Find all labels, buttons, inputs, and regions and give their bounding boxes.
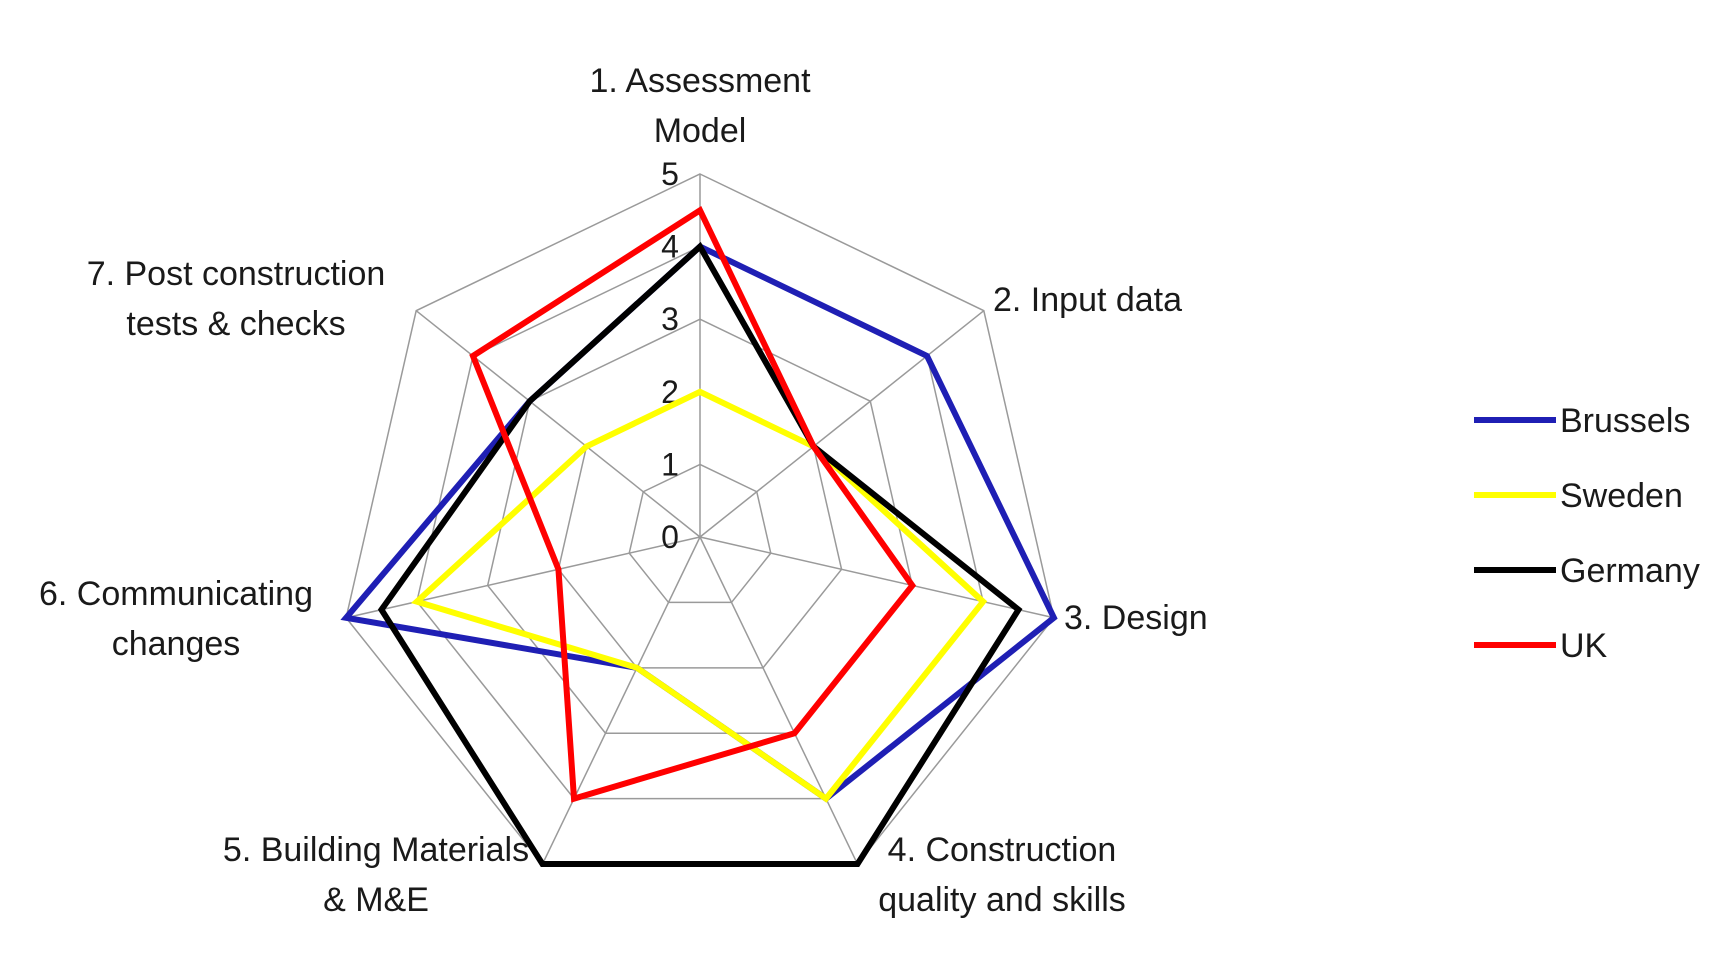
series-line-uk <box>469 205 917 803</box>
grid-spoke-3 <box>699 536 1055 619</box>
axis-label-4: 4. Construction quality and skills <box>878 831 1126 919</box>
r-tick-label: 5 <box>661 156 679 192</box>
grid-spoke-6 <box>345 536 701 619</box>
grid-ring-4 <box>416 245 984 800</box>
r-tick-label: 4 <box>661 229 679 265</box>
legend-label-germany: Germany <box>1560 552 1700 590</box>
axis-label-line: quality and skills <box>878 881 1126 919</box>
legend-label-sweden: Sweden <box>1560 477 1683 515</box>
axis-label-line: 4. Construction <box>888 831 1117 869</box>
axis-label-line: 2. Input data <box>993 281 1182 319</box>
grid-spoke-4 <box>699 536 859 865</box>
axis-label-6: 6. Communicating changes <box>39 575 313 663</box>
legend-label-brussels: Brussels <box>1560 402 1690 440</box>
axis-label-5: 5. Building Materials & M&E <box>223 831 529 919</box>
r-tick-label: 3 <box>661 301 679 337</box>
grid-spoke-2 <box>699 310 985 538</box>
grid-ring-3 <box>486 318 914 734</box>
r-tick-label: 0 <box>661 519 679 555</box>
axis-label-line: & M&E <box>323 881 429 919</box>
axis-label-line: 6. Communicating <box>39 575 313 613</box>
axis-label-line: 5. Building Materials <box>223 831 529 869</box>
axis-label-2: 2. Input data <box>993 281 1182 319</box>
axis-label-line: tests & checks <box>126 305 345 343</box>
axis-label-7: 7. Post construction tests & checks <box>87 255 386 343</box>
grid-ring-2 <box>557 390 843 669</box>
data-series <box>340 205 1058 868</box>
axis-label-line: changes <box>112 625 241 663</box>
legend-label-uk: UK <box>1560 627 1608 665</box>
legend: Brussels Sweden Germany UK <box>1474 402 1700 665</box>
axis-label-line: 1. Assessment <box>589 62 811 100</box>
axis-label-line: Model <box>654 112 747 150</box>
axis-labels: 1. Assessment Model 2. Input data 3. Design… <box>39 62 1208 919</box>
r-tick-label: 1 <box>661 446 679 482</box>
grid-spoke-7 <box>415 310 701 538</box>
grid-spoke-5 <box>541 536 701 865</box>
axis-label-line: 7. Post construction <box>87 255 386 293</box>
axis-label-1: 1. Assessment Model <box>589 62 811 150</box>
axis-label-3: 3. Design <box>1064 599 1208 637</box>
axis-label-line: 3. Design <box>1064 599 1208 637</box>
grid-ring-1 <box>628 463 772 604</box>
